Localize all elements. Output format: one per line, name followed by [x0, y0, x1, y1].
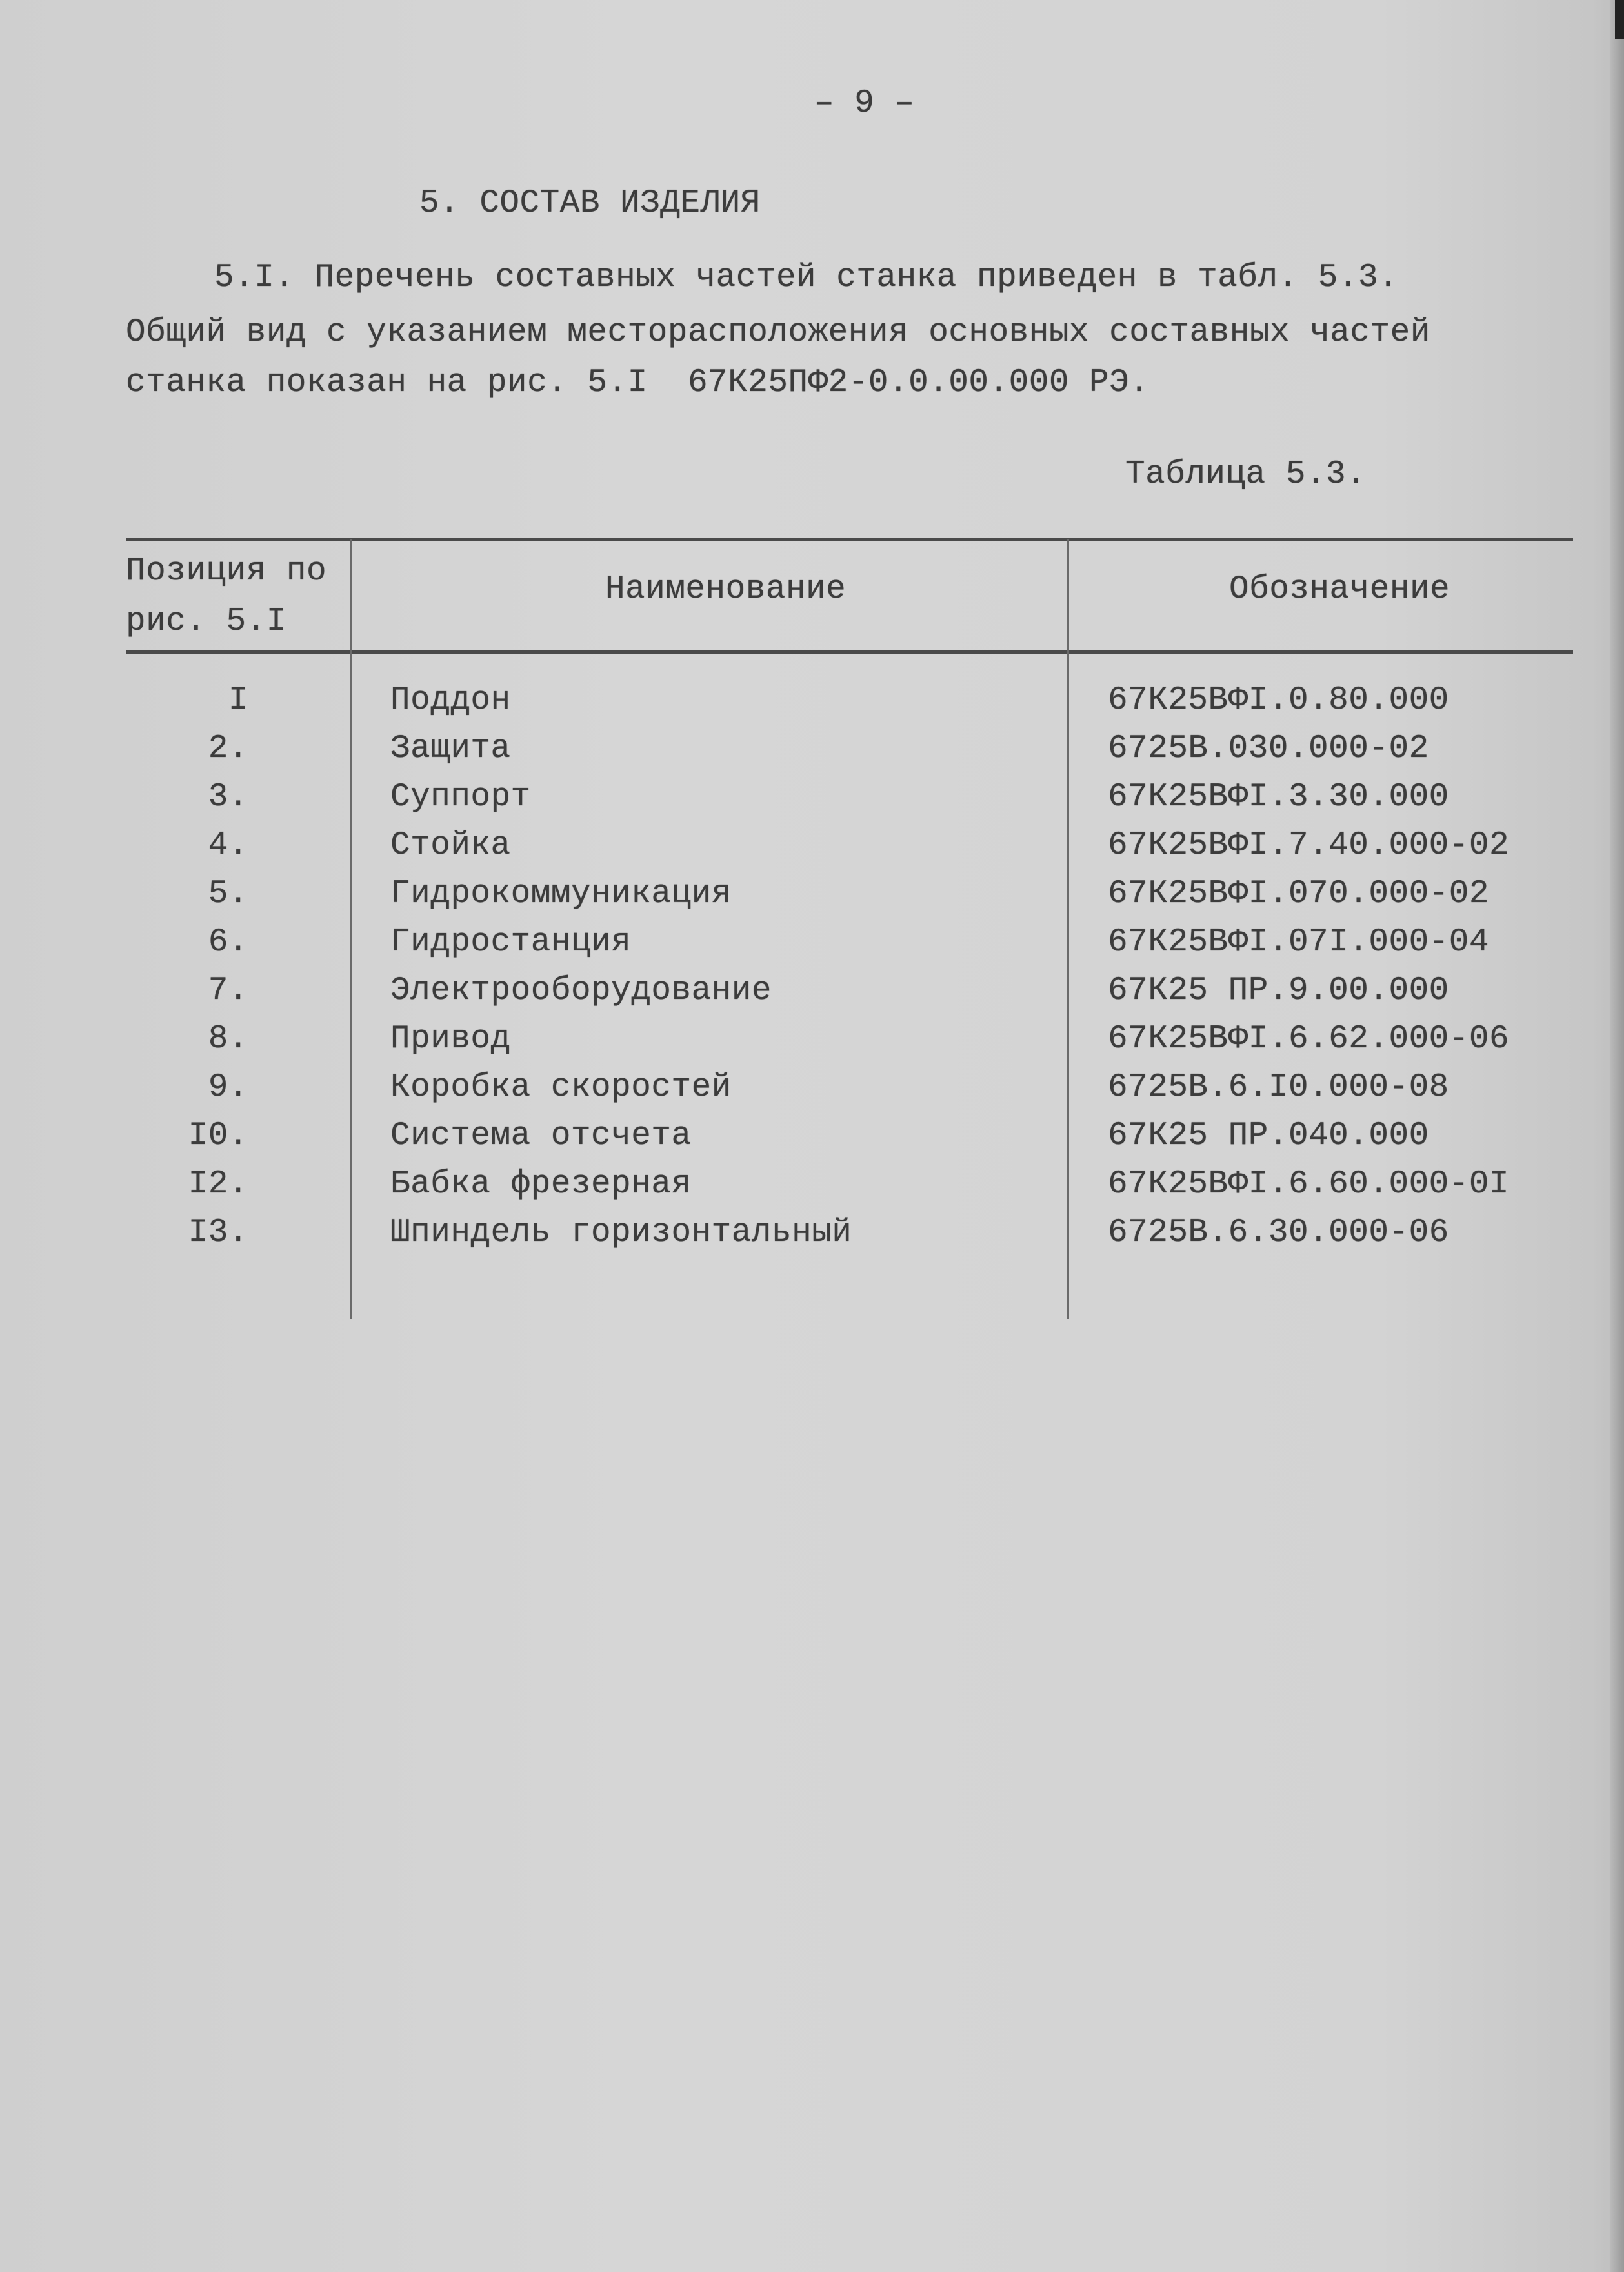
row-name: Электрооборудование [390, 972, 772, 1009]
row-name: Привод [390, 1021, 511, 1058]
row-name: Поддон [390, 682, 511, 719]
row-designation: 6725В.6.I0.000-08 [1108, 1069, 1449, 1106]
scan-corner-mark [1615, 0, 1624, 39]
row-designation: 67К25ВФI.070.000-02 [1108, 876, 1489, 912]
row-position: 2. [208, 730, 248, 767]
row-position: 8. [208, 1021, 248, 1058]
row-name: Система отсчета [390, 1118, 692, 1154]
page-number: – 9 – [814, 85, 915, 122]
row-position: 7. [208, 972, 248, 1009]
row-designation: 67К25ВФI.6.60.000-0I [1108, 1166, 1510, 1203]
paragraph-line-3: станка показан на рис. 5.I 67К25ПФ2-0.0.… [126, 365, 1150, 401]
row-name: Суппорт [390, 779, 531, 816]
header-position-line2: рис. 5.I [126, 603, 286, 640]
row-name: Гидростанция [390, 924, 632, 961]
section-heading: 5. СОСТАВ ИЗДЕЛИЯ [419, 185, 761, 222]
row-position: 3. [208, 779, 248, 816]
row-name: Гидрокоммуникация [390, 876, 732, 912]
row-designation: 6725В.030.000-02 [1108, 730, 1429, 767]
row-name: Стойка [390, 827, 511, 864]
row-designation: 67К25ВФI.07I.000-04 [1108, 924, 1489, 961]
row-designation: 67К25ВФI.7.40.000-02 [1108, 827, 1510, 864]
row-position: I [228, 682, 248, 719]
row-position: I3. [188, 1214, 248, 1251]
row-designation: 67К25 ПР.040.000 [1108, 1118, 1429, 1154]
paragraph-line-1: 5.I. Перечень составных частей станка пр… [214, 259, 1399, 296]
row-designation: 67К25ВФI.6.62.000-06 [1108, 1021, 1510, 1058]
table-top-border [126, 538, 1573, 541]
row-name: Защита [390, 730, 511, 767]
header-designation: Обозначение [1229, 571, 1450, 608]
row-position: I2. [188, 1166, 248, 1203]
row-designation: 67К25ВФI.3.30.000 [1108, 779, 1449, 816]
paragraph-line-2: Общий вид с указанием месторасположения … [126, 314, 1430, 351]
page-edge-shadow [1610, 0, 1624, 2272]
header-name: Наименование [605, 571, 847, 608]
row-designation: 67К25 ПР.9.00.000 [1108, 972, 1449, 1009]
table-caption: Таблица 5.3. [1125, 456, 1367, 493]
table-header-border [126, 650, 1573, 654]
column-divider-2 [1067, 539, 1069, 1319]
row-name: Коробка скоростей [390, 1069, 732, 1106]
row-position: 5. [208, 876, 248, 912]
row-position: 9. [208, 1069, 248, 1106]
row-designation: 6725В.6.30.000-06 [1108, 1214, 1449, 1251]
row-position: I0. [188, 1118, 248, 1154]
row-name: Бабка фрезерная [390, 1166, 692, 1203]
row-designation: 67К25ВФI.0.80.000 [1108, 682, 1449, 719]
row-position: 4. [208, 827, 248, 864]
column-divider-1 [350, 539, 352, 1319]
header-position-line1: Позиция по [126, 553, 327, 590]
row-name: Шпиндель горизонтальный [390, 1214, 852, 1251]
row-position: 6. [208, 924, 248, 961]
